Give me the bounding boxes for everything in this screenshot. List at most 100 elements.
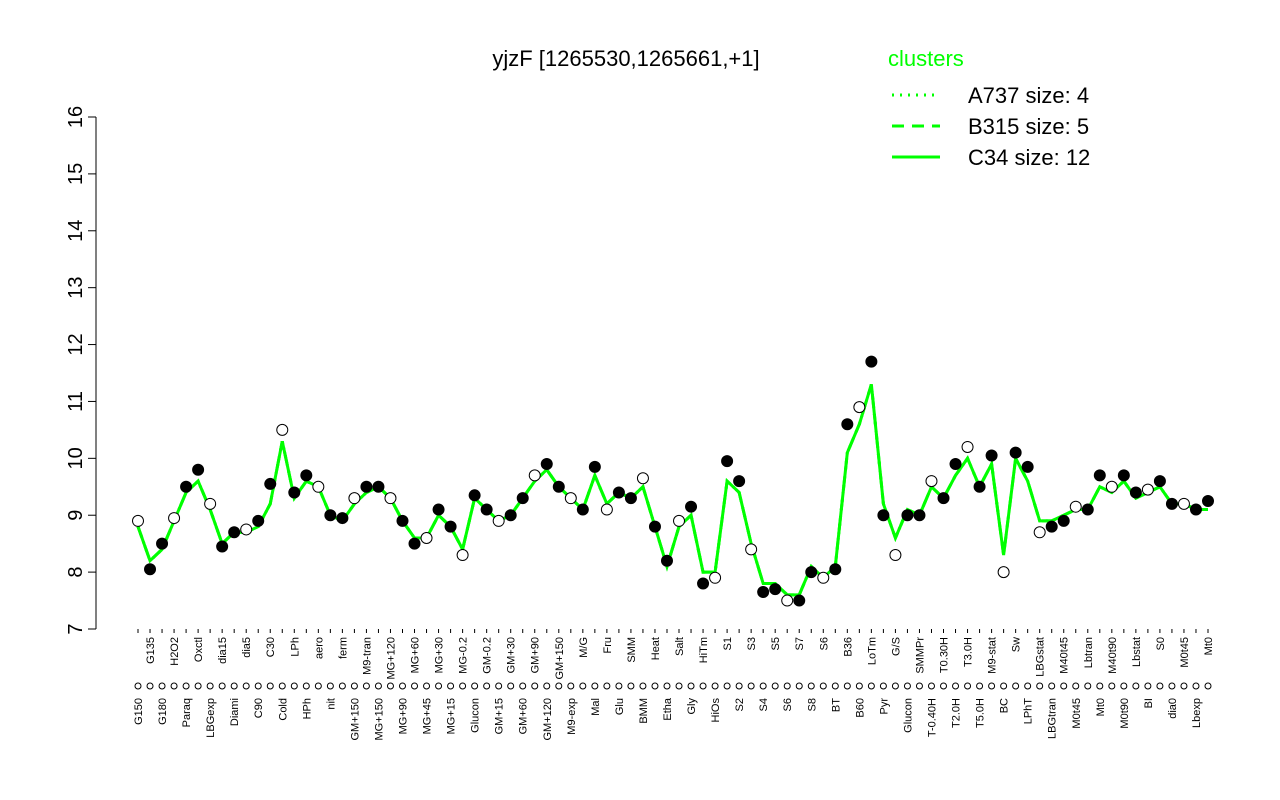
x-tick-label: T-0.40H — [926, 698, 938, 737]
rug-dot — [146, 682, 154, 690]
x-tick-label: Salt — [674, 637, 686, 656]
x-tick-label: Paraq — [181, 698, 193, 727]
rug-dot — [398, 682, 406, 690]
rug-dot — [711, 682, 719, 690]
data-point — [336, 512, 349, 525]
x-tick-label: dia5 — [241, 637, 253, 658]
x-tick-label: B36 — [842, 637, 854, 657]
data-point — [769, 583, 782, 596]
data-point — [156, 537, 169, 550]
rug-dot — [435, 682, 443, 690]
rug-dot — [964, 682, 972, 690]
x-tick-label: S7 — [794, 637, 806, 650]
data-point — [420, 531, 433, 544]
data-point — [252, 514, 265, 527]
x-tick-label: Gly — [686, 698, 698, 715]
x-tick-label: MG+150 — [373, 698, 385, 741]
rug-dot — [783, 682, 791, 690]
data-point — [793, 594, 806, 607]
rug-dot — [230, 682, 238, 690]
x-tick-label: MG+90 — [397, 698, 409, 734]
data-point — [552, 480, 565, 493]
rug-dot — [206, 682, 214, 690]
y-tick-label: 11 — [65, 391, 87, 412]
data-point — [1117, 469, 1130, 482]
x-tick-label: Lbexp — [1191, 698, 1203, 728]
rug-dot — [843, 682, 851, 690]
data-point — [180, 480, 193, 493]
x-tick-label: S0 — [1155, 637, 1167, 650]
x-tick-label: BC — [999, 698, 1011, 713]
data-point — [1165, 497, 1178, 510]
rug-dot — [1024, 682, 1032, 690]
data-point — [853, 401, 866, 414]
x-tick-label: T5.0H — [975, 698, 987, 728]
x-tick-label: M9-exp — [566, 698, 578, 735]
data-point — [1045, 520, 1058, 533]
x-tick-label: GM-0.2 — [482, 637, 494, 674]
rug-dot — [687, 682, 695, 690]
x-tick-label: Lbstat — [1131, 637, 1143, 667]
rug-dot — [675, 682, 683, 690]
data-point — [1129, 486, 1142, 499]
rug-dot — [1108, 682, 1116, 690]
data-point — [408, 537, 421, 550]
x-tick-label: M/G — [578, 637, 590, 658]
data-point — [985, 449, 998, 462]
data-point — [600, 503, 613, 516]
data-point — [1202, 495, 1214, 507]
rug-dot — [1012, 682, 1020, 690]
data-point — [733, 475, 746, 488]
rug-dot — [1000, 682, 1008, 690]
data-point — [588, 460, 601, 473]
data-point — [973, 480, 986, 493]
data-point — [1105, 480, 1118, 493]
rug-dot — [254, 682, 262, 690]
rug-dot — [507, 682, 515, 690]
rug-dot — [218, 682, 226, 690]
data-point — [144, 563, 157, 576]
x-tick-label: Mal — [590, 698, 602, 716]
rug-dot — [903, 682, 911, 690]
x-tick-label: Pyr — [878, 698, 890, 715]
rug-dot — [723, 682, 731, 690]
rug-dot — [1036, 682, 1044, 690]
data-point — [685, 500, 698, 513]
data-point — [1069, 500, 1082, 513]
rug-dot — [1120, 682, 1128, 690]
rug-dot — [134, 682, 142, 690]
data-point — [745, 543, 758, 556]
data-point — [757, 586, 770, 599]
data-point — [192, 463, 205, 476]
rug-dot — [699, 682, 707, 690]
rug-dot — [759, 682, 767, 690]
data-point — [288, 486, 301, 499]
x-tick-label: M0t45 — [1071, 698, 1083, 729]
data-point — [444, 520, 457, 533]
x-tick-label: M0t90 — [1119, 698, 1131, 729]
x-tick-label: M0t45 — [1179, 637, 1191, 668]
data-point — [516, 492, 529, 505]
x-tick-label: S3 — [746, 637, 758, 650]
x-tick-label: GM+15 — [494, 698, 506, 734]
rug-dot — [194, 682, 202, 690]
data-point — [913, 509, 926, 522]
x-tick-label: T2.0H — [951, 698, 963, 728]
rug-dot — [326, 682, 334, 690]
data-point — [949, 458, 962, 471]
data-point — [721, 455, 734, 468]
data-point — [468, 489, 481, 502]
x-tick-label: S6 — [818, 637, 830, 650]
x-tick-label: GM+150 — [554, 637, 566, 680]
x-tick-label: Glucon — [470, 698, 482, 733]
data-point — [492, 514, 505, 527]
x-tick-label: HiTm — [698, 637, 710, 663]
rug-dot — [555, 682, 563, 690]
x-tick-label: aero — [313, 637, 325, 659]
x-tick-label: BMM — [638, 698, 650, 724]
x-tick-label: BT — [830, 698, 842, 712]
rug-dot — [1060, 682, 1068, 690]
x-tick-label: SMMPr — [914, 637, 926, 674]
x-tick-label: LBGstat — [1035, 637, 1047, 677]
data-point — [204, 497, 217, 510]
